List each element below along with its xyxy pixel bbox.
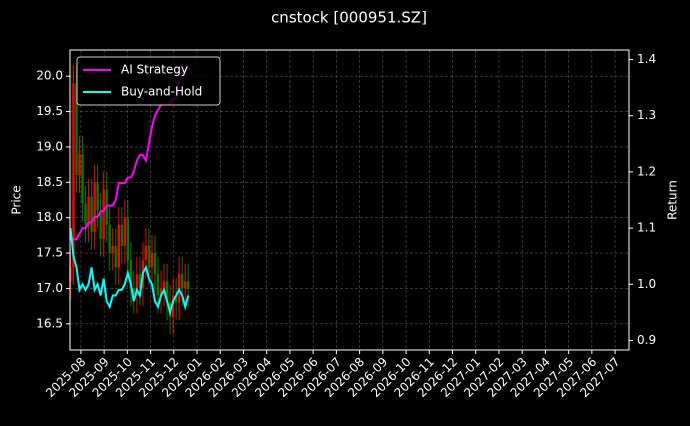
y2-axis-label: Return bbox=[666, 180, 680, 220]
candle-body bbox=[102, 189, 105, 239]
candle-body bbox=[165, 281, 169, 303]
candle-body bbox=[123, 217, 127, 246]
candle-body bbox=[93, 182, 96, 232]
candle-body bbox=[90, 196, 93, 232]
candle-body bbox=[156, 274, 160, 296]
y2-tick-label: 1.4 bbox=[637, 52, 656, 66]
candle-body bbox=[174, 295, 178, 303]
candle-body bbox=[87, 196, 90, 225]
candle-body bbox=[153, 253, 157, 275]
candle-body bbox=[162, 281, 166, 289]
candle-body bbox=[132, 288, 136, 296]
y-tick-label: 19.5 bbox=[36, 104, 63, 118]
y2-tick-label: 1.1 bbox=[637, 221, 656, 235]
candle-body bbox=[72, 83, 75, 268]
candle-body bbox=[108, 224, 111, 254]
y-tick-label: 19.0 bbox=[36, 139, 63, 153]
y-tick-label: 20.0 bbox=[36, 69, 63, 83]
candle-body bbox=[150, 253, 154, 268]
candle-body bbox=[159, 288, 163, 296]
legend-label: AI Strategy bbox=[121, 63, 188, 77]
candle-body bbox=[78, 154, 81, 176]
y-tick-label: 17.5 bbox=[36, 246, 63, 260]
candle-body bbox=[183, 281, 187, 289]
candle-body bbox=[187, 281, 190, 289]
candle-body bbox=[180, 274, 184, 289]
candle-body bbox=[126, 217, 130, 261]
candle-body bbox=[81, 154, 84, 204]
candle-body bbox=[114, 245, 117, 268]
y2-tick-label: 1.3 bbox=[637, 108, 656, 122]
y-tick-label: 16.5 bbox=[36, 316, 63, 330]
candle-body bbox=[171, 295, 175, 317]
candle-body bbox=[129, 260, 133, 289]
legend: AI Strategy Buy-and-Hold bbox=[76, 56, 221, 106]
y-tick-label: 18.0 bbox=[36, 210, 63, 224]
y-tick-label: 18.5 bbox=[36, 175, 63, 189]
legend-box bbox=[76, 56, 221, 106]
candle-body bbox=[84, 203, 87, 225]
candle-body bbox=[138, 274, 142, 289]
candle-body bbox=[117, 224, 120, 268]
y-tick-label: 17.0 bbox=[36, 281, 63, 295]
y2-tick-label: 1.0 bbox=[637, 277, 656, 291]
y2-tick-label: 1.2 bbox=[637, 164, 656, 178]
candle-body bbox=[120, 224, 123, 246]
y-axis-label: Price bbox=[10, 185, 24, 214]
candle-body bbox=[75, 83, 78, 176]
plot-frame bbox=[69, 49, 630, 351]
legend-label: Buy-and-Hold bbox=[121, 85, 202, 99]
series-line bbox=[69, 227, 190, 317]
candle-body bbox=[147, 245, 151, 268]
candle-body bbox=[96, 182, 99, 211]
candle-body bbox=[111, 245, 114, 254]
y2-tick-label: 0.9 bbox=[637, 333, 656, 347]
candle-body bbox=[144, 245, 148, 261]
candle-body bbox=[135, 274, 139, 296]
candle-body bbox=[99, 210, 102, 239]
chart-title: cnstock [000951.SZ] bbox=[271, 9, 427, 27]
